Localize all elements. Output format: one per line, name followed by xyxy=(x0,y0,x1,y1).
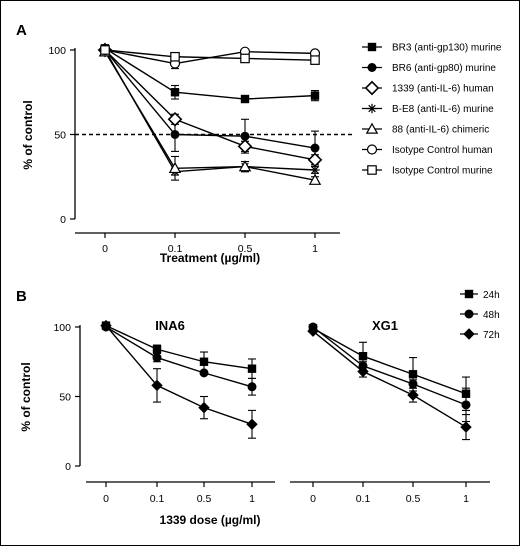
panel-a-series-point-3-3 xyxy=(310,165,320,175)
panel-a-x-tick-label: 1 xyxy=(312,243,318,255)
panel-b-x-tick-label: 0.1 xyxy=(356,493,371,505)
panel-b-ina6-series-point-1-2 xyxy=(199,368,209,378)
panel-a-legend-label: B-E8 (anti-IL-6) murine xyxy=(392,104,494,115)
panel-b-x-tick-label: 0.5 xyxy=(197,493,212,505)
panel-a-series-line-4 xyxy=(104,51,316,181)
panel-b-x-tick-label: 0 xyxy=(310,493,316,505)
panel-a-legend-label: BR3 (anti-gp130) murine xyxy=(392,43,502,54)
panel-b-legend-marker-2 xyxy=(463,328,475,340)
panel-b-ina6-series-line-2 xyxy=(105,325,253,425)
panel-b-y-tick-label: 0 xyxy=(65,461,71,473)
panel-b-y-tick-label: 50 xyxy=(59,392,71,404)
panel-b-xg1-series-point-0-1 xyxy=(358,351,368,361)
panel-a-legend-marker-2 xyxy=(364,80,380,96)
panel-b-ina6-series-point-2-3 xyxy=(246,418,258,430)
panel-b-ina6-series-line-0 xyxy=(105,324,253,370)
panel-a-series-point-0-2 xyxy=(240,94,250,104)
panel-a-series-point-2-2 xyxy=(237,138,253,154)
panel-a-series-point-4-3 xyxy=(308,173,322,185)
panel-a-series-point-0-1 xyxy=(170,88,180,97)
panel-b-legend-label: 48h xyxy=(483,310,500,321)
panel-a-legend-label: Isotype Control murine xyxy=(392,166,493,177)
panel-a-series-point-4-1 xyxy=(168,161,182,174)
panel-a-series-point-6-0 xyxy=(100,45,110,55)
panel-b-xg1-series-point-1-2 xyxy=(408,379,418,389)
panel-a-legend-marker-4 xyxy=(365,122,379,134)
axes-layer: 0 50 100 0 0.1 0.5 1 0 50 100 0 0.1 0.5 1 0 0.1 0.5 1 xyxy=(48,45,490,505)
panel-a-x-tick-label: 0.5 xyxy=(238,243,253,255)
panel-b-subtitle-ina6: INA6 xyxy=(155,318,185,333)
data-layer xyxy=(97,42,472,441)
panel-a-legend-label: Isotype Control human xyxy=(392,145,493,156)
panel-a-series-point-4-2 xyxy=(238,160,252,172)
panel-a-series-point-6-3 xyxy=(310,55,320,65)
panel-a-x-tick-label: 0.1 xyxy=(168,243,183,255)
panel-b-ina6-series-line-1 xyxy=(105,326,253,388)
panel-b-y-tick-label: 100 xyxy=(53,322,71,334)
panel-a-xlabel: Treatment (µg/ml) xyxy=(160,251,260,265)
panel-b-xg1-series-point-0-2 xyxy=(408,370,418,379)
panel-b-legend-label: 72h xyxy=(483,330,500,341)
panel-a-series-point-1-1 xyxy=(170,130,180,139)
legend-layer: BR3 (anti-gp130) murine BR6 (anti-gp80) m… xyxy=(362,42,502,341)
panel-a-series-line-2 xyxy=(104,49,316,161)
panel-a-y-tick-label: 50 xyxy=(54,130,66,142)
panel-b-ina6-series-point-0-1 xyxy=(152,345,162,354)
panel-b-xg1-series-point-2-1 xyxy=(357,365,369,378)
panel-a-legend-label: 88 (anti-IL-6) chimeric xyxy=(392,125,489,136)
panel-b-x-tick-label: 1 xyxy=(463,493,469,505)
panel-a-letter: A xyxy=(16,22,27,39)
panel-b-ina6-series-point-2-0 xyxy=(100,319,112,332)
panel-a-series-line-0 xyxy=(104,47,316,100)
panel-a-legend-marker-3 xyxy=(367,103,377,114)
panel-a-y-tick-label: 0 xyxy=(60,214,66,226)
panel-b-xg1-series-point-1-3 xyxy=(461,400,471,410)
panel-b-xg1-series-point-2-0 xyxy=(307,325,319,337)
panel-a-legend-marker-5 xyxy=(366,144,378,155)
panel-a-series-point-2-1 xyxy=(167,111,183,127)
panel-a-y-tick-label: 100 xyxy=(48,45,66,57)
panel-b-legend-marker-0 xyxy=(464,289,474,299)
panel-a-legend-marker-1 xyxy=(367,63,377,72)
panel-b-xg1-series-line-0 xyxy=(312,327,467,395)
panel-a-series-line-6 xyxy=(104,49,316,61)
panel-b-x-tick-label: 0.1 xyxy=(150,493,165,505)
panel-b-ina6-series-point-2-1 xyxy=(151,379,163,392)
panel-b-legend-label: 24h xyxy=(483,290,500,301)
panel-a-x-tick-label: 0 xyxy=(102,243,108,255)
panel-b-legend-marker-1 xyxy=(464,309,474,319)
panel-a-legend-marker-0 xyxy=(367,42,377,52)
panel-b-xg1-series-point-2-3 xyxy=(460,421,472,433)
panel-b-xg1-series-line-1 xyxy=(312,326,467,406)
panel-b-letter: B xyxy=(16,288,27,305)
panel-b-x-tick-label: 0.5 xyxy=(406,493,421,505)
panel-a-series-point-6-1 xyxy=(170,51,180,62)
panel-b-xlabel: 1339 dose (µg/ml) xyxy=(160,513,261,527)
panel-a-series-point-0-3 xyxy=(310,91,320,100)
panel-b-xg1-series-line-2 xyxy=(312,330,467,428)
panel-a-ylabel: % of control xyxy=(21,100,35,169)
panel-b-ylabel: % of control xyxy=(19,362,33,431)
panel-b-x-tick-label: 1 xyxy=(249,493,255,505)
panel-b-ina6-series-point-2-2 xyxy=(198,401,210,414)
panel-a-series-point-1-2 xyxy=(240,131,250,141)
panel-b-subtitle-xg1: XG1 xyxy=(372,318,398,333)
panel-b-ina6-series-point-0-3 xyxy=(247,364,257,373)
panel-b-xg1-series-point-2-2 xyxy=(407,389,419,401)
panel-a-legend-label: BR6 (anti-gp80) murine xyxy=(392,63,496,74)
panel-b-ina6-series-point-0-2 xyxy=(199,357,209,366)
panel-a-series-line-1 xyxy=(104,49,316,149)
panel-a-series-point-6-2 xyxy=(240,53,250,64)
panel-a-series-point-1-3 xyxy=(310,143,320,153)
panel-b-x-tick-label: 0 xyxy=(103,493,109,505)
panel-b-ina6-series-point-1-1 xyxy=(152,353,162,363)
panel-a-legend-label: 1339 (anti-IL-6) human xyxy=(392,84,494,95)
panel-b-ina6-series-point-1-3 xyxy=(247,382,257,392)
panel-a-legend-marker-6 xyxy=(367,165,377,175)
